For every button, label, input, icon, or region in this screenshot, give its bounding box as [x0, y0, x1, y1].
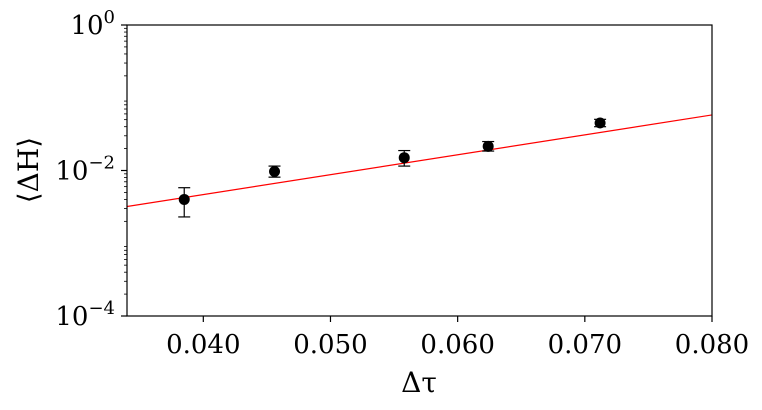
points-layer: [178, 117, 607, 218]
plot-frame: [126, 24, 713, 317]
data-point: [269, 165, 281, 177]
x-tick-label: 0.050: [293, 330, 367, 360]
y-tick-label: 10−2: [55, 153, 115, 187]
data-point: [594, 117, 606, 129]
data-point: [398, 152, 410, 164]
x-ticks: 0.040 0.050 0.060 0.070 0.080: [166, 316, 749, 360]
y-tick-label: 10−4: [55, 298, 115, 332]
data-point-group: [268, 165, 281, 178]
data-point-group: [178, 187, 191, 218]
x-axis-label: Δτ: [401, 366, 437, 399]
fit-line: [126, 114, 713, 208]
data-point: [482, 140, 494, 152]
data-point-group: [594, 117, 607, 129]
y-ticks: 100 10−2 10−4: [55, 7, 127, 332]
fit-line-layer: [126, 114, 713, 208]
y-axis-label: ⟨ΔH⟩: [12, 137, 45, 204]
x-tick-label: 0.070: [548, 330, 622, 360]
data-point: [178, 193, 190, 205]
x-tick-label: 0.040: [166, 330, 240, 360]
x-tick-label: 0.080: [675, 330, 749, 360]
data-point-group: [398, 149, 411, 167]
data-point-group: [482, 140, 495, 152]
y-tick-label: 100: [70, 7, 115, 41]
x-tick-label: 0.060: [420, 330, 494, 360]
